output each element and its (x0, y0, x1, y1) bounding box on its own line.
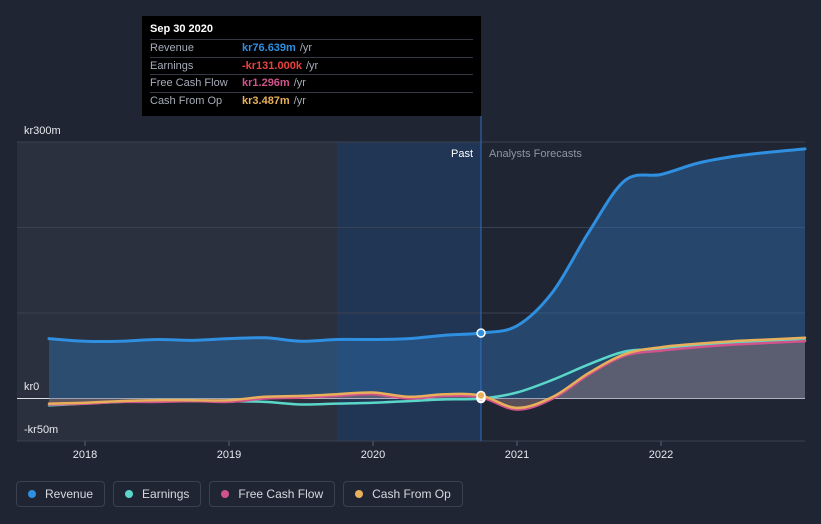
tooltip-date: Sep 30 2020 (150, 23, 213, 35)
x-tick-label: 2021 (505, 449, 529, 461)
current-markers (476, 328, 486, 404)
revenue-dot-icon (28, 490, 36, 498)
earnings-dot-icon (125, 490, 134, 498)
free-cash-flow-dot-icon (221, 490, 230, 498)
y-tick-label: -kr50m (24, 424, 58, 436)
x-tick-label: 2022 (649, 449, 673, 461)
forecast-label: Analysts Forecasts (489, 148, 582, 160)
cash-from-op-dot-icon (355, 490, 364, 498)
series-areas (49, 148, 805, 410)
cash-from-op-marker (476, 390, 486, 401)
past-label: Past (451, 148, 473, 160)
tooltip-label: Cash From Op (150, 94, 223, 107)
cash-from-op-area (49, 337, 805, 408)
tooltip-value: kr1.296m (242, 77, 290, 90)
highlight-band (337, 142, 481, 441)
legend-label: Earnings (142, 487, 190, 501)
x-tick-label: 2019 (217, 449, 241, 461)
tooltip-row-cash-from-op: Cash From Op kr3.487m /yr (150, 91, 473, 110)
tooltip-unit: /yr (293, 77, 306, 90)
x-tick-label: 2018 (73, 449, 97, 461)
tooltip-label: Earnings (150, 59, 194, 72)
legend-item-cash-from-op[interactable]: Cash From Op (343, 481, 463, 507)
tooltip-value: kr3.487m (242, 94, 290, 107)
revenue-line (47, 147, 807, 343)
legend-label: Free Cash Flow (238, 487, 324, 501)
tooltip-unit: /yr (293, 94, 306, 107)
revenue-area (49, 148, 805, 399)
tooltip-row-revenue: Revenue kr76.639m /yr (150, 39, 473, 57)
tooltip-row-earnings: Earnings -kr131.000k /yr (150, 56, 473, 75)
legend-label: Cash From Op (372, 487, 451, 501)
free-cash-flow-area (49, 341, 805, 410)
y-tick-label: kr300m (24, 125, 61, 137)
cash-from-op-line (47, 336, 807, 410)
x-tick-label: 2020 (361, 449, 385, 461)
tooltip-label: Free Cash Flow (150, 77, 228, 90)
tooltip: Sep 30 2020 Revenue kr76.639m /yr Earnin… (142, 16, 481, 116)
tooltip-row-free-cash-flow: Free Cash Flow kr1.296m /yr (150, 74, 473, 92)
y-tick-label: kr0 (24, 381, 39, 393)
x-axis-labels: 2018 2019 2020 2021 2022 (73, 441, 673, 461)
tooltip-unit: /yr (299, 42, 313, 55)
legend-item-revenue[interactable]: Revenue (16, 481, 106, 507)
free-cash-flow-line (47, 339, 807, 411)
tooltip-unit: /yr (305, 59, 319, 72)
revenue-marker (476, 328, 486, 338)
tooltip-value: -kr131.000k (242, 59, 302, 72)
legend-label: Revenue (45, 487, 94, 501)
legend-item-earnings[interactable]: Earnings (113, 481, 202, 507)
gridlines (17, 141, 805, 442)
y-axis-labels: kr300m kr0 -kr50m (24, 125, 61, 436)
tooltip-label: Revenue (150, 42, 195, 55)
tooltip-value: kr76.639m (242, 42, 296, 55)
legend-item-free-cash-flow[interactable]: Free Cash Flow (209, 481, 336, 507)
series-lines (47, 147, 807, 411)
legend: Revenue Earnings Free Cash Flow Cash Fro… (16, 481, 463, 507)
